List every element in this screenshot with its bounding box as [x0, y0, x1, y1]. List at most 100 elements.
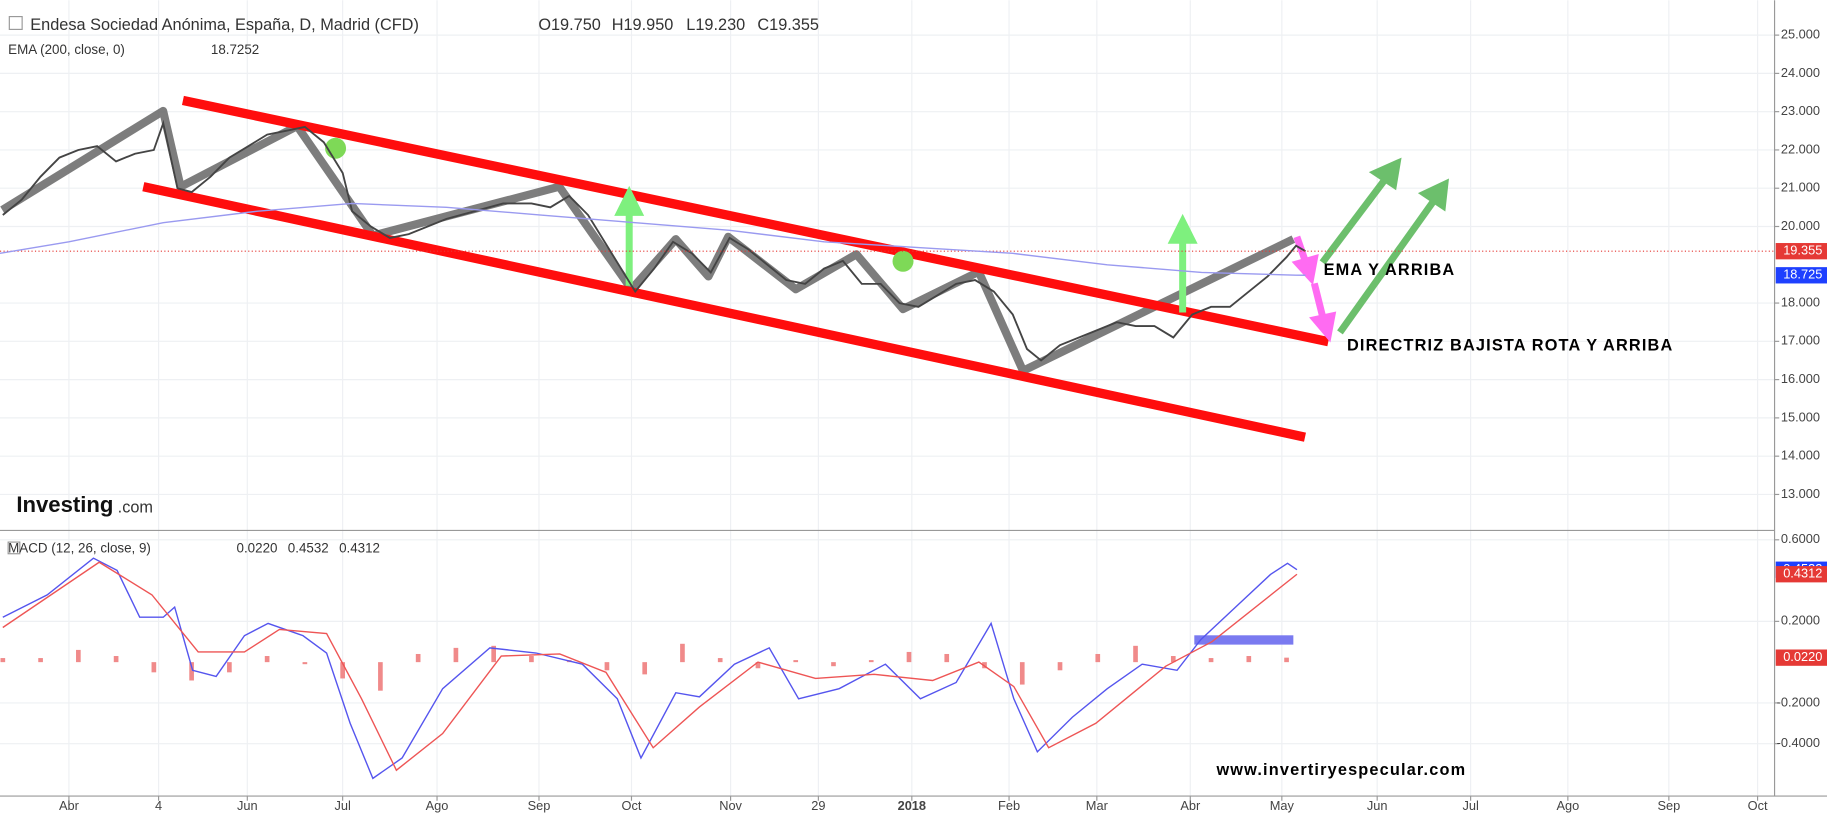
plot — [0, 119, 1775, 780]
x-tick-label: Jul — [1462, 798, 1478, 813]
annotation: EMA Y ARRIBA — [1324, 261, 1456, 279]
logo-suffix: .com — [118, 499, 153, 517]
histogram-bar — [680, 643, 685, 663]
last-value-label: 0.4312 — [1783, 566, 1822, 581]
histogram-bar — [1170, 656, 1176, 663]
drawings — [0, 95, 1449, 645]
chart-title: Endesa Sociedad Anónima, España, D, Madr… — [30, 16, 419, 34]
logo: Investing — [16, 492, 113, 517]
histogram-bar — [793, 660, 799, 663]
histogram-bar — [529, 656, 534, 663]
x-tick-label: Sep — [528, 798, 551, 813]
arrow-head — [1309, 311, 1337, 343]
histogram-bar — [227, 662, 232, 673]
x-tick-label: Abr — [1180, 798, 1201, 813]
legend-entry: EMA (200, close, 0) — [8, 42, 125, 57]
legend-value: 18.7252 — [211, 42, 259, 57]
y-tick-label: 25.000 — [1781, 26, 1820, 41]
histogram-bar — [1095, 653, 1101, 663]
x-tick-label: 4 — [155, 798, 162, 813]
last-value-box — [1775, 243, 1827, 260]
histogram-bar — [491, 645, 496, 663]
histogram-bar — [944, 653, 950, 663]
x-tick-label: Abr — [59, 798, 80, 813]
histogram-bar — [604, 662, 610, 671]
last-value-box — [1775, 267, 1827, 284]
last-value-label: 18.725 — [1783, 267, 1822, 282]
histogram-bar — [1284, 657, 1289, 663]
histogram-bar — [1208, 658, 1214, 663]
histogram-bar — [76, 649, 81, 663]
y-tick-label: 22.000 — [1781, 141, 1820, 156]
histogram-bar — [415, 653, 421, 663]
arrow-head — [614, 185, 645, 216]
legend-value: 0.4312 — [339, 541, 380, 556]
histogram-bar — [717, 658, 723, 663]
histogram-bar — [264, 656, 270, 663]
x-tick-label: Ago — [1556, 798, 1579, 813]
arrow-head — [1291, 254, 1319, 286]
series-line — [2, 119, 1306, 362]
y-tick-label: 20.000 — [1781, 218, 1820, 233]
x-tick-label: 29 — [811, 798, 825, 813]
histogram-bar — [1019, 662, 1025, 685]
x-tick-label: May — [1270, 798, 1295, 813]
ohlc-close: C19.355 — [757, 16, 819, 34]
histogram-bar — [868, 660, 874, 663]
arrow — [1310, 282, 1328, 322]
last-value-box — [1775, 566, 1827, 583]
last-value-box — [1775, 649, 1827, 666]
histogram-bar — [642, 662, 648, 675]
y-tick-label: 24.000 — [1781, 65, 1820, 80]
histogram-bar — [755, 662, 761, 669]
arrow-head — [1368, 157, 1402, 191]
grid — [0, 0, 1775, 797]
histogram-bar — [453, 647, 459, 663]
pink-arrows — [1291, 235, 1337, 343]
last-value-label: 0.0220 — [1783, 649, 1822, 664]
series-line — [2, 557, 1298, 780]
histogram-bar — [1133, 645, 1138, 663]
histogram-bar — [1057, 662, 1063, 671]
x-tick-label: Mar — [1086, 798, 1109, 813]
histogram-bar — [113, 656, 119, 663]
y-tick-label: 18.000 — [1781, 294, 1820, 309]
legend-value: 0.4532 — [288, 541, 329, 556]
x-tick-label: Jun — [237, 798, 258, 813]
x-tick-label: Oct — [1748, 798, 1768, 813]
ohlc-open: O19.750 — [538, 16, 601, 34]
series-line — [0, 202, 1306, 276]
y-tick-label: 16.000 — [1781, 371, 1820, 386]
ohlc-high: H19.950 — [612, 16, 674, 34]
y-tick-label: -0.4000 — [1777, 735, 1820, 750]
y-tick-label: 17.000 — [1781, 333, 1820, 348]
arrow-head — [1167, 213, 1198, 244]
arrow-head — [1417, 178, 1449, 212]
histogram-bar — [302, 662, 308, 665]
dividend-marker — [892, 250, 914, 272]
histogram-bar — [189, 662, 194, 681]
x-tick-label: Feb — [998, 798, 1020, 813]
last-value-label: 19.355 — [1783, 243, 1822, 258]
histogram-bar — [38, 658, 43, 663]
x-tick-label: Nov — [719, 798, 742, 813]
y-tick-label: 14.000 — [1781, 448, 1820, 463]
y-tick-label: 13.000 — [1781, 486, 1820, 501]
channel-upper — [181, 95, 1330, 347]
macd-title: MACD (12, 26, close, 9) — [8, 541, 151, 556]
y-tick-label: 0.6000 — [1781, 531, 1820, 546]
legend-value: 0.0220 — [237, 541, 278, 556]
annotation: DIRECTRIZ BAJISTA ROTA Y ARRIBA — [1347, 337, 1673, 355]
channel-lower — [142, 182, 1306, 442]
arrow — [1337, 196, 1439, 335]
histogram-bar — [1246, 656, 1252, 663]
icon — [7, 541, 21, 555]
arrow — [1319, 175, 1390, 265]
y-tick-label: 0.2000 — [1781, 613, 1820, 628]
y-tick-label: 23.000 — [1781, 103, 1820, 118]
x-tick-label: Sep — [1657, 798, 1680, 813]
histogram-bar — [906, 651, 912, 663]
green-arrows — [614, 157, 1449, 335]
annotation: www.invertiryespecular.com — [1215, 761, 1466, 779]
